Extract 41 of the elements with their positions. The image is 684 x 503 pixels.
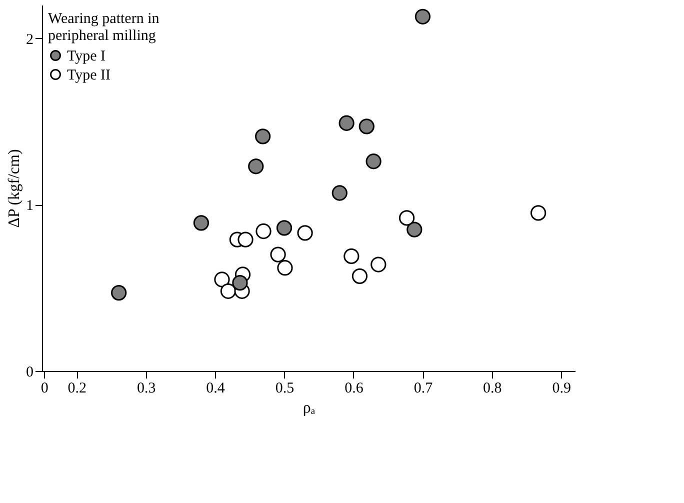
point [338, 115, 354, 131]
point [358, 118, 374, 134]
y-tick-label: 2 [26, 32, 34, 48]
point [111, 285, 127, 301]
x-tick-label: 0.3 [136, 380, 156, 396]
y-tick-label: 0 [26, 364, 34, 380]
point [352, 268, 368, 284]
point [366, 154, 382, 170]
point [232, 275, 248, 291]
point [238, 232, 254, 248]
y-axis-title: ΔP (kgf/cm) [6, 149, 23, 228]
point [256, 223, 272, 240]
legend-label: Type II [67, 68, 111, 84]
x-tick-label: 0.5 [275, 380, 294, 396]
x-axis-title: ρₐ [302, 400, 316, 416]
x-tick-label: 0 [40, 380, 48, 396]
x-tick-label: 0.6 [344, 380, 364, 396]
x-tick-label: 0.7 [414, 380, 434, 396]
point [248, 158, 264, 174]
x-tick-label: 0.2 [68, 380, 86, 396]
point [297, 225, 313, 241]
point [370, 256, 386, 272]
legend-title: Wearing pattern in peripheral milling [48, 11, 160, 44]
point [214, 272, 230, 288]
legend-label: Type I [67, 48, 106, 64]
point [277, 260, 293, 276]
point [193, 215, 210, 231]
x-tick-label: 0.4 [206, 380, 226, 396]
point [344, 248, 360, 264]
x-tick-label: 0.8 [483, 380, 502, 396]
point [254, 128, 271, 144]
x-tick-label: 0.9 [552, 380, 572, 396]
point [398, 210, 415, 226]
point [406, 222, 422, 238]
point [220, 283, 236, 299]
point [332, 185, 348, 201]
y-tick-label: 1 [26, 198, 34, 214]
point [530, 205, 546, 221]
point [414, 8, 431, 24]
point [270, 246, 286, 262]
point [276, 220, 292, 236]
